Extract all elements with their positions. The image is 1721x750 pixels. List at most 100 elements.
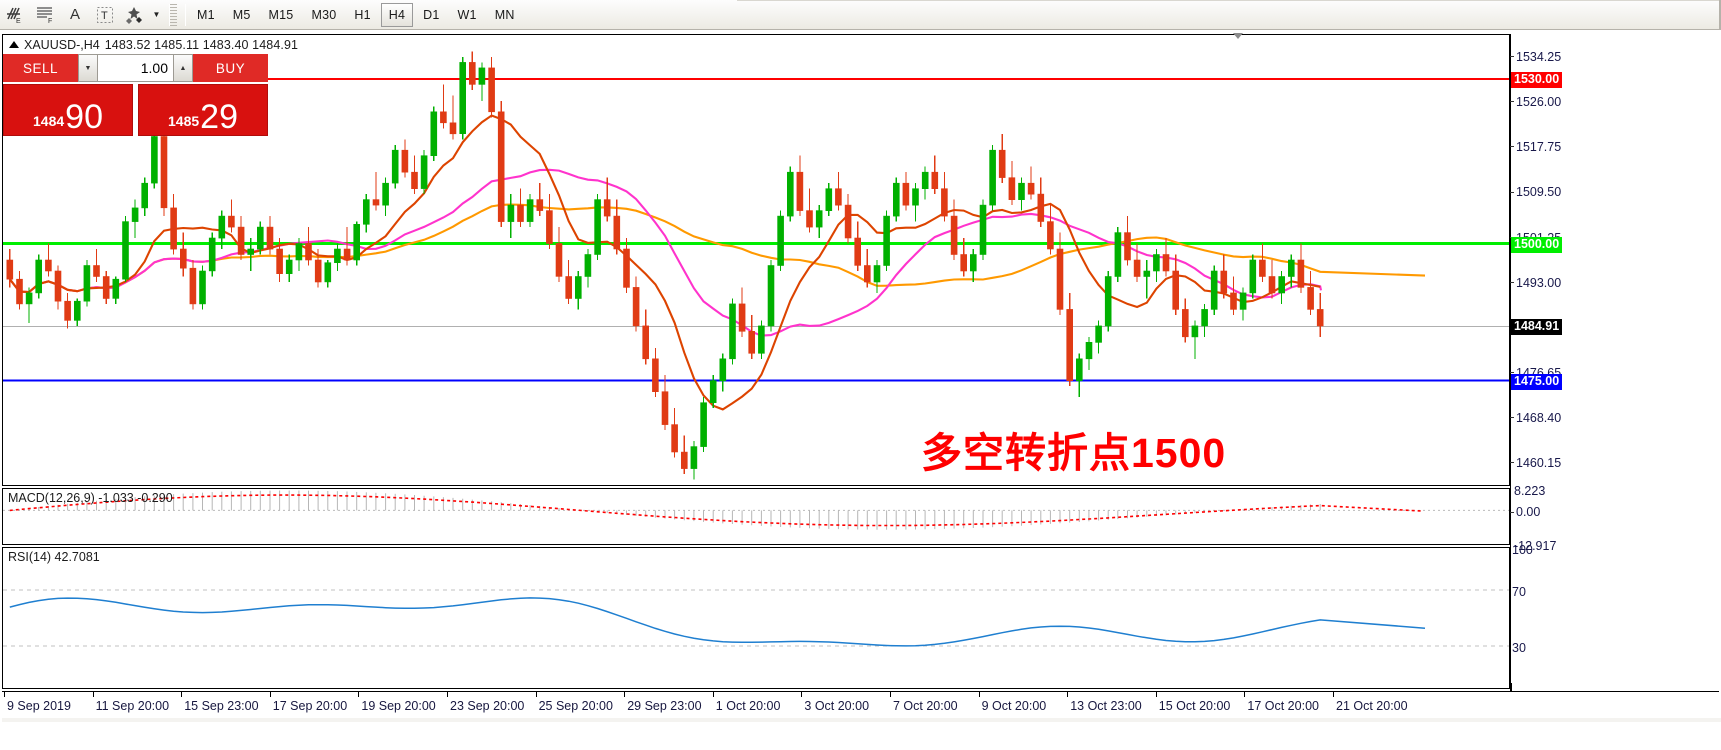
- time-tick-label: 9 Sep 2019: [7, 699, 71, 713]
- volume-decrement-button[interactable]: ▼: [78, 54, 98, 82]
- timeframe-m1[interactable]: M1: [189, 3, 223, 27]
- chart-header: XAUUSD-,H4 1483.52 1485.11 1483.40 1484.…: [9, 38, 298, 52]
- time-tick-mark: [92, 692, 94, 697]
- buy-price-box[interactable]: 1485 29: [138, 84, 268, 136]
- price-chart-canvas[interactable]: [3, 35, 1509, 485]
- chart-annotation-text: 多空转折点1500: [921, 430, 1227, 476]
- sell-price-fraction: 90: [65, 98, 103, 136]
- buy-button[interactable]: BUY: [193, 54, 268, 82]
- time-tick-mark: [358, 692, 360, 697]
- time-tick-mark: [978, 692, 980, 697]
- timeframe-h1[interactable]: H1: [346, 3, 378, 27]
- time-tick-label: 7 Oct 20:00: [893, 699, 958, 713]
- toolbar-divider: [185, 3, 186, 26]
- buy-price-integer: 1485: [168, 113, 200, 129]
- timeframe-d1[interactable]: D1: [415, 3, 447, 27]
- time-tick-mark: [269, 692, 271, 697]
- indicator-list-icon[interactable]: F: [30, 2, 60, 28]
- time-tick-mark: [801, 692, 803, 697]
- chart-window: XAUUSD-,H4 1483.52 1485.11 1483.40 1484.…: [0, 32, 1721, 750]
- volume-input[interactable]: 1.00: [98, 54, 173, 82]
- price-badge[interactable]: 1500.00: [1511, 236, 1563, 253]
- timeframe-m1-label: M1: [197, 7, 215, 22]
- price-badge[interactable]: 1530.00: [1511, 71, 1563, 88]
- time-tick-label: 9 Oct 20:00: [981, 699, 1047, 713]
- timeframe-d1-label: D1: [423, 7, 440, 22]
- time-tick-mark: [4, 692, 5, 697]
- chart-expand-triangle-icon[interactable]: [9, 40, 19, 48]
- objects-icon[interactable]: [120, 2, 150, 28]
- time-tick-label: 3 Oct 20:00: [804, 699, 870, 713]
- time-scale[interactable]: 9 Sep 2019 11 Sep 20:00 15 Sep 23:00 17 Sep…: [2, 683, 1721, 722]
- chart-symbol-label: XAUUSD-,H4: [24, 38, 100, 52]
- rsi-scale-label: 100: [1512, 543, 1533, 557]
- price-chart-panel[interactable]: XAUUSD-,H4 1483.52 1485.11 1483.40 1484.…: [2, 34, 1510, 486]
- time-tick-mark: [447, 692, 448, 697]
- chart-ohlc-values: 1483.52 1485.11 1483.40 1484.91: [104, 38, 299, 52]
- time-tick-label: 17 Sep 20:00: [272, 699, 348, 713]
- time-tick-mark: [624, 692, 626, 697]
- sell-button[interactable]: SELL: [3, 54, 78, 82]
- timeframe-m15[interactable]: M15: [261, 3, 302, 27]
- time-tick-label: 17 Oct 20:00: [1247, 699, 1319, 713]
- timeframe-mn[interactable]: MN: [487, 3, 523, 27]
- macd-scale-label: 0.00: [1510, 505, 1540, 519]
- timeframe-m5[interactable]: M5: [225, 3, 259, 27]
- macd-canvas: [3, 490, 1509, 530]
- price-tick-label: 1468.40: [1510, 411, 1561, 425]
- macd-scale-label: 8.223: [1514, 484, 1546, 498]
- macd-panel[interactable]: MACD(12,26,9) -1.033 -0.290: [2, 488, 1510, 545]
- time-tick-label: 1 Oct 20:00: [715, 699, 781, 713]
- time-scale-shade: [2, 718, 1721, 722]
- timeframe-group: M1 M5 M15 M30 H1 H4 D1 W1 MN: [189, 2, 523, 27]
- chevron-up-icon: ▲: [179, 64, 187, 72]
- timeframe-w1[interactable]: W1: [450, 3, 485, 27]
- price-tick-label: 1493.00: [1510, 276, 1561, 290]
- toolbar-tail-divider: [737, 0, 1721, 1]
- time-tick-mark: [181, 692, 183, 697]
- chart-collapse-caret-icon[interactable]: [1233, 33, 1243, 39]
- time-tick-mark: [712, 692, 714, 697]
- time-tick-mark: [1333, 692, 1334, 697]
- time-tick-label: 13 Oct 23:00: [1070, 699, 1142, 713]
- timeframe-h4[interactable]: H4: [380, 2, 414, 27]
- time-tick-label: 15 Sep 23:00: [184, 699, 259, 713]
- timeframe-w1-label: W1: [457, 7, 477, 22]
- volume-increment-button[interactable]: ▲: [173, 54, 193, 82]
- time-tick-label: 25 Sep 20:00: [538, 699, 613, 713]
- time-tick-label: 11 Sep 20:00: [95, 699, 170, 713]
- rsi-label: RSI(14) 42.7081: [8, 550, 100, 564]
- rsi-scale-label: 70: [1512, 585, 1526, 599]
- price-scale[interactable]: 1534.251526.001517.751509.501501.251493.…: [1510, 34, 1719, 689]
- time-tick-label: 23 Sep 20:00: [450, 699, 525, 713]
- rsi-panel[interactable]: RSI(14) 42.7081: [2, 547, 1510, 689]
- price-scale-axis-line: [1510, 34, 1511, 689]
- time-tick-mark: [1155, 692, 1157, 697]
- main-toolbar: E F A T ▼ M1 M5 M15 M30 H: [0, 0, 1721, 30]
- timeframe-m15-label: M15: [268, 7, 294, 22]
- sell-price-box[interactable]: 1484 90: [3, 84, 133, 136]
- price-tick-label: 1460.15: [1510, 456, 1561, 470]
- volume-stepper[interactable]: ▼ 1.00 ▲: [78, 54, 193, 82]
- rsi-scale-label: 30: [1512, 641, 1526, 655]
- text-label-icon[interactable]: T: [90, 2, 120, 28]
- macd-scale-label: -12.917: [1514, 539, 1557, 553]
- objects-dropdown-caret-icon[interactable]: ▼: [152, 10, 161, 19]
- price-badge[interactable]: 1484.91: [1511, 319, 1563, 336]
- svg-text:F: F: [48, 18, 52, 25]
- one-click-trading-top-row: SELL ▼ 1.00 ▲ BUY: [3, 54, 268, 82]
- text-tool-icon[interactable]: A: [69, 6, 80, 23]
- toolbar-right-edge: [1719, 0, 1721, 30]
- time-tick-mark: [535, 692, 537, 697]
- price-tick-label: 1534.25: [1510, 50, 1561, 64]
- timeframe-m5-label: M5: [232, 7, 251, 22]
- timeframe-m30[interactable]: M30: [303, 3, 344, 27]
- macd-label: MACD(12,26,9) -1.033 -0.290: [8, 491, 173, 505]
- timeframe-m30-label: M30: [311, 7, 337, 22]
- expert-advisor-icon[interactable]: E: [0, 2, 30, 28]
- time-tick-label: 21 Oct 20:00: [1336, 699, 1408, 713]
- toolbar-grip-handle[interactable]: [169, 3, 177, 26]
- time-tick-label: 19 Sep 20:00: [361, 699, 436, 713]
- one-click-trading-panel[interactable]: SELL ▼ 1.00 ▲ BUY 1484 90 1485: [3, 54, 268, 164]
- price-badge[interactable]: 1475.00: [1511, 373, 1563, 390]
